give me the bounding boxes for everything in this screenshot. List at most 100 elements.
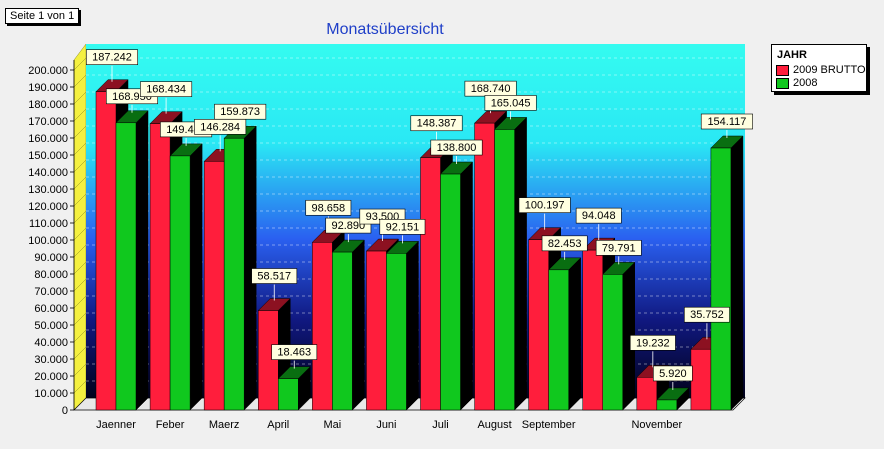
bar-front: [420, 157, 441, 411]
grid-line-wall: [73, 176, 87, 190]
legend-title: JAHR: [777, 49, 807, 61]
grid-line-wall: [73, 125, 87, 139]
y-tick-label: 90.000: [34, 252, 68, 264]
bar-front: [474, 122, 495, 411]
bar-2008-april: [277, 366, 311, 411]
grid-line-wall: [73, 159, 87, 173]
data-label: 79.791: [595, 240, 642, 265]
bar-side: [514, 116, 527, 411]
y-tick-label: 200.000: [28, 65, 68, 77]
bar-side: [352, 239, 365, 411]
bar-2008-juli: [439, 161, 474, 411]
grid-line-wall: [73, 244, 87, 258]
data-label-text: 19.232: [636, 337, 670, 349]
data-label-text: 92.890: [332, 220, 366, 232]
chart-title: Monatsübersicht: [326, 21, 444, 38]
x-tick-label: Juli: [432, 419, 449, 431]
y-tick-label: 110.000: [29, 218, 68, 230]
bar-front: [690, 348, 712, 411]
y-tick-label: 70.000: [34, 286, 68, 298]
bar-front: [332, 251, 353, 411]
bar-2008-dezember: [710, 135, 744, 411]
page-indicator: Seite 1 von 1: [5, 8, 80, 24]
bar-front: [223, 137, 245, 411]
data-label: 168.434: [140, 81, 193, 114]
y-tick-label: 160.000: [28, 133, 68, 145]
data-label: 35.752: [684, 306, 730, 340]
y-tick-label: 50.000: [34, 320, 68, 332]
data-label-box: [629, 335, 676, 351]
data-label-text: 146.284: [200, 121, 240, 133]
grid-line-wall: [73, 261, 87, 275]
data-label: 138.800: [430, 139, 483, 165]
y-tick-label: 140.000: [28, 167, 68, 179]
bar-front: [528, 239, 549, 411]
bar-front: [203, 161, 225, 411]
bar-front: [582, 249, 603, 411]
left-wall: [73, 43, 87, 411]
bar-2008-maerz: [223, 125, 257, 411]
y-tick-label: 170.000: [28, 116, 68, 128]
grid-line-wall: [73, 227, 87, 241]
data-label-box: [653, 365, 693, 382]
legend-item-2008: 2008: [776, 77, 817, 89]
data-label-text: 138.800: [437, 142, 477, 154]
x-tick-label: Mai: [323, 419, 341, 431]
data-label: 19.232: [629, 335, 676, 368]
y-tick-label: 100.000: [28, 235, 68, 247]
y-tick-label: 10.000: [34, 388, 68, 400]
data-label-text: 58.517: [257, 271, 291, 283]
bar-front: [602, 274, 623, 411]
bar-front: [115, 122, 137, 411]
bar-front: [636, 377, 658, 411]
x-tick-label: Maerz: [209, 419, 240, 431]
bar-side: [460, 161, 473, 411]
bar-side: [568, 257, 581, 411]
y-tick-label: 180.000: [28, 99, 68, 111]
data-label-box: [410, 115, 463, 132]
y-tick-label: 190.000: [28, 82, 68, 94]
data-label-box: [271, 344, 318, 360]
data-label-text: 98.658: [312, 202, 346, 214]
bar-2008-oktober: [602, 261, 636, 411]
bar-front: [386, 253, 407, 411]
grid-line-wall: [73, 210, 87, 224]
data-label-text: 168.434: [146, 84, 186, 96]
data-label: 146.284: [194, 119, 247, 152]
bar-side: [189, 143, 203, 411]
bar-2008-juni: [385, 240, 420, 411]
data-label-text: 159.873: [220, 106, 260, 118]
y-tick-label: 120.000: [28, 201, 68, 213]
bar-side: [406, 240, 419, 411]
legend-item-2009: 2009 BRUTTO: [776, 64, 866, 76]
y-tick-label: 0: [62, 405, 68, 417]
legend-label-2008: 2008: [793, 77, 818, 89]
bar-2008-mai: [331, 239, 365, 411]
y-tick-label: 130.000: [28, 184, 68, 196]
bar-front: [169, 155, 191, 411]
data-label-text: 79.791: [602, 242, 636, 254]
x-tick-label: August: [477, 419, 511, 431]
bar-side: [135, 110, 149, 411]
x-tick-label: Feber: [156, 419, 185, 431]
bar-front: [494, 129, 515, 411]
grid-line-wall: [73, 74, 87, 88]
data-label: 82.453: [541, 235, 588, 260]
grid-line-wall: [73, 312, 87, 326]
bar-front: [710, 147, 732, 411]
data-label: 165.045: [484, 95, 537, 120]
data-label-text: 168.740: [471, 83, 511, 95]
data-label-box: [379, 219, 426, 235]
grid-line-wall: [73, 142, 87, 156]
legend: JAHR 2009 BRUTTO 2008: [771, 44, 867, 92]
data-label-box: [484, 95, 537, 111]
data-label: 187.242: [86, 49, 139, 82]
bar-front: [95, 91, 117, 411]
x-tick-label: November: [631, 419, 682, 431]
bar-2008-feber: [169, 143, 203, 411]
bar-front: [278, 378, 299, 411]
data-label-box: [684, 306, 730, 323]
data-label-text: 18.463: [277, 347, 311, 359]
grid-line-wall: [73, 278, 87, 292]
bar-side: [243, 125, 257, 411]
